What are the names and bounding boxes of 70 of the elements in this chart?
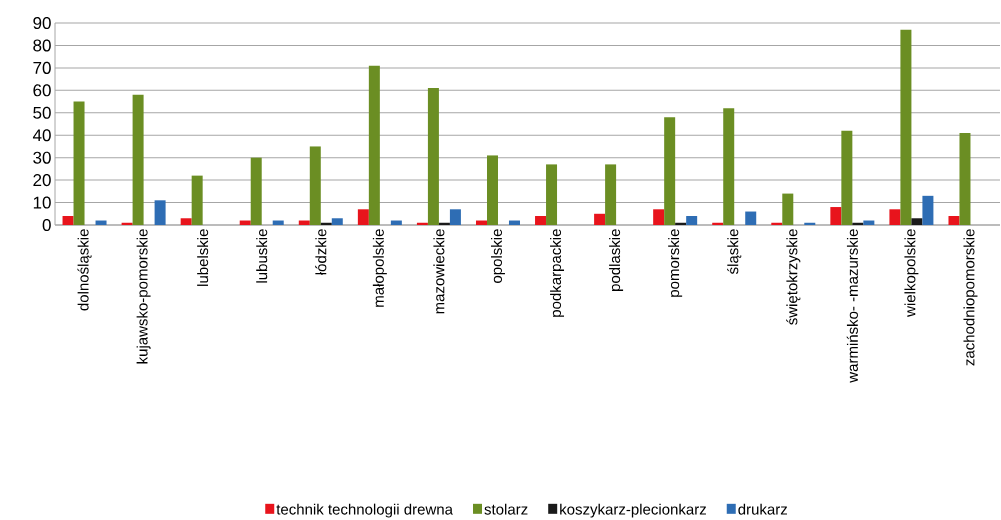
bar bbox=[863, 220, 875, 225]
bar bbox=[664, 117, 676, 225]
x-tick-label: opolskie bbox=[490, 229, 505, 283]
x-tick-label: świętokrzyskie bbox=[786, 229, 801, 325]
bar bbox=[686, 216, 698, 225]
x-tick-label: pomorskie bbox=[668, 229, 683, 297]
bar bbox=[594, 213, 606, 225]
y-tick-label: 80 bbox=[33, 39, 51, 52]
x-tick-label: mazowieckie bbox=[433, 229, 445, 314]
x-tick-label: warmińsko- -mazurskie bbox=[846, 229, 858, 383]
y-tick-label: 60 bbox=[33, 84, 51, 97]
x-tick-label: lubelskie bbox=[197, 229, 209, 286]
y-tick-label: 90 bbox=[33, 16, 51, 30]
x-tick-label: małopolskie bbox=[372, 229, 387, 307]
bar bbox=[309, 146, 321, 225]
y-tick-label: 10 bbox=[33, 196, 51, 209]
bar bbox=[745, 211, 757, 225]
bar bbox=[298, 220, 310, 225]
bar bbox=[239, 220, 251, 225]
legend-label: stolarz bbox=[484, 503, 528, 515]
legend-label: technik technologii drewna bbox=[276, 503, 453, 518]
bar bbox=[922, 195, 934, 225]
bar bbox=[73, 101, 85, 225]
x-tick-label: łódzkie bbox=[315, 229, 327, 276]
bar bbox=[95, 220, 107, 225]
x-tick-label: kujawsko-pomorskie bbox=[136, 229, 151, 364]
bar bbox=[250, 157, 262, 225]
x-tick-label: zachodniopomorskie bbox=[963, 229, 978, 366]
bar bbox=[486, 155, 498, 225]
bar bbox=[475, 220, 487, 225]
y-tick-label: 30 bbox=[33, 151, 51, 164]
bar bbox=[959, 132, 971, 225]
legend-label: drukarz bbox=[738, 503, 787, 515]
x-tick-label: podkarpackie bbox=[550, 229, 565, 317]
bar bbox=[62, 216, 74, 225]
x-tick-label: dolnośląskie bbox=[77, 229, 92, 311]
bar bbox=[605, 164, 617, 225]
bar bbox=[449, 209, 461, 225]
bar bbox=[191, 175, 203, 225]
bar bbox=[272, 220, 284, 225]
bar bbox=[830, 207, 842, 225]
bar bbox=[900, 29, 912, 225]
y-tick-label: 70 bbox=[33, 61, 51, 74]
y-tick-label: 50 bbox=[33, 106, 51, 119]
bar bbox=[653, 209, 665, 225]
bar bbox=[911, 218, 923, 225]
bar bbox=[546, 164, 558, 225]
bar bbox=[841, 130, 853, 225]
bar bbox=[427, 88, 439, 225]
bar bbox=[782, 193, 794, 225]
bar bbox=[508, 220, 520, 225]
bar bbox=[180, 218, 192, 225]
y-tick-label: 40 bbox=[32, 129, 51, 142]
bar bbox=[368, 65, 380, 225]
x-tick-label: śląskie bbox=[727, 229, 742, 274]
bar bbox=[535, 216, 547, 225]
x-tick-label: podlaskie bbox=[609, 229, 624, 291]
y-tick-label: 0 bbox=[42, 218, 51, 232]
bar bbox=[889, 209, 901, 225]
bar bbox=[723, 108, 735, 225]
bar bbox=[390, 220, 402, 225]
legend-label: koszykarz-plecionkarz bbox=[560, 503, 706, 518]
x-tick-label: wielkopolskie bbox=[904, 229, 919, 317]
y-tick-label: 20 bbox=[33, 174, 51, 187]
bar bbox=[331, 218, 343, 225]
bar bbox=[948, 216, 960, 225]
bar bbox=[357, 209, 369, 225]
x-tick-label: lubuskie bbox=[256, 229, 268, 283]
bar bbox=[154, 200, 166, 225]
bar bbox=[132, 94, 144, 225]
